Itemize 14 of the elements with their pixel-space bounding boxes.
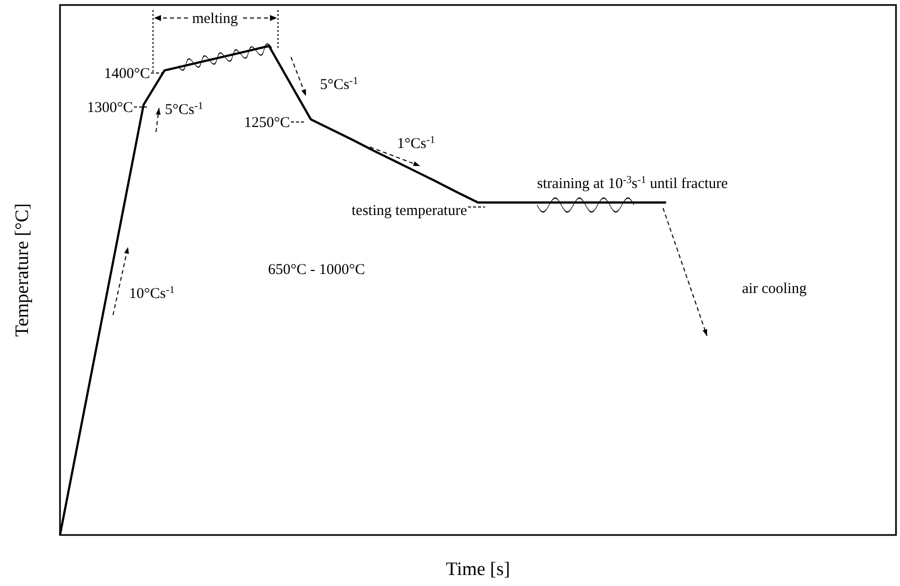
y-axis-title: Temperature [°C] — [12, 203, 33, 337]
annotation: 10°Cs$^{-1}$ — [129, 284, 175, 302]
annotation: 1400°C — [104, 66, 150, 82]
annotation: 650°C - 1000°C — [268, 262, 366, 278]
annotation: air cooling — [742, 281, 808, 297]
x-axis-title: Time [s] — [446, 559, 510, 580]
annotation: 5°Cs$^{-1}$ — [165, 100, 204, 118]
annotation: testing temperature — [352, 203, 468, 219]
annotation: 1250°C — [244, 115, 290, 131]
annotation: 5°Cs$^{-1}$ — [320, 76, 358, 93]
annotation: 1°Cs$^{-1}$ — [397, 134, 436, 152]
annotation: 1300°C — [86, 100, 133, 116]
text: melting — [192, 11, 238, 27]
annotation: straining at 10$^{-3}$s$^{-1}$ until fracture — [537, 174, 728, 192]
